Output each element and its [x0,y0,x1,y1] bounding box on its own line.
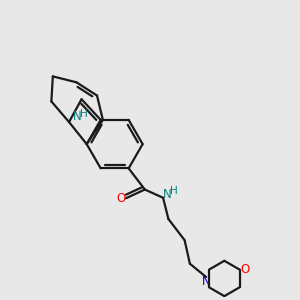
Text: O: O [116,193,125,206]
Text: N: N [202,275,211,288]
Text: N: N [73,110,82,123]
Text: N: N [163,188,172,201]
Text: O: O [241,263,250,276]
Text: H: H [80,109,88,119]
Text: H: H [170,186,178,196]
